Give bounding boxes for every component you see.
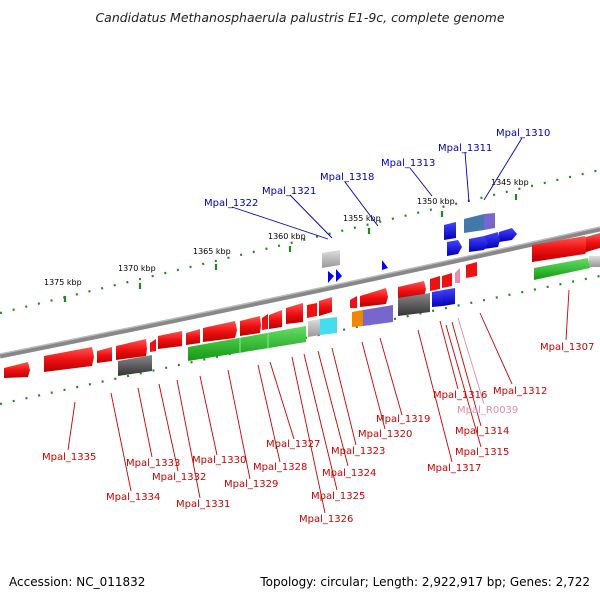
- label-mpal-1323: Mpal_1323: [331, 446, 385, 457]
- genome-title: Candidatus Methanosphaerula palustris E1…: [95, 10, 505, 25]
- label-mpal-1313: Mpal_1313: [381, 158, 435, 169]
- label-mpal-1312: Mpal_1312: [493, 386, 547, 397]
- label-mpal-1324: Mpal_1324: [322, 468, 376, 479]
- scale-label-1370: 1370 kbp: [118, 264, 156, 273]
- label-mpal-1335: Mpal_1335: [42, 452, 96, 463]
- label-mpal-1334: Mpal_1334: [106, 492, 160, 503]
- ruler-major-ticks: [63, 194, 518, 302]
- gene-1307-arrow: [532, 236, 590, 262]
- label-mpal-1321: Mpal_1321: [262, 186, 316, 197]
- label-mpal-1329: Mpal_1329: [224, 479, 278, 490]
- genome-backbone: [0, 226, 600, 359]
- label-mpal-1314: Mpal_1314: [455, 426, 509, 437]
- label-mpal-1333: Mpal_1333: [126, 458, 180, 469]
- label-mpal-1315: Mpal_1315: [455, 447, 509, 458]
- top-labels: Mpal_1322 Mpal_1321 Mpal_1318 Mpal_1313 …: [204, 128, 550, 209]
- label-mpal-1328: Mpal_1328: [253, 462, 307, 473]
- label-mpal-r0039: Mpal_R0039: [457, 405, 518, 416]
- label-mpal-1319: Mpal_1319: [376, 414, 430, 425]
- label-mpal-1332: Mpal_1332: [152, 472, 206, 483]
- accession-text: Accession: NC_011832: [9, 575, 146, 589]
- label-mpal-1311: Mpal_1311: [438, 143, 492, 154]
- label-mpal-1317: Mpal_1317: [427, 463, 481, 474]
- scale-label-1355: 1355 kbp: [343, 214, 381, 223]
- scale-label-1375: 1375 kbp: [44, 278, 82, 287]
- bottom-labels: Mpal_1335 Mpal_1334 Mpal_1333 Mpal_1332 …: [42, 342, 594, 525]
- label-mpal-1325: Mpal_1325: [311, 491, 365, 502]
- label-mpal-1310: Mpal_1310: [496, 128, 550, 139]
- label-mpal-1316: Mpal_1316: [433, 390, 487, 401]
- label-mpal-1326: Mpal_1326: [299, 514, 353, 525]
- label-mpal-1327: Mpal_1327: [266, 439, 320, 450]
- scale-labels: 1375 kbp 1370 kbp 1365 kbp 1360 kbp 1355…: [44, 178, 529, 287]
- label-mpal-1331: Mpal_1331: [176, 499, 230, 510]
- scale-label-1365: 1365 kbp: [193, 247, 231, 256]
- label-mpal-1318: Mpal_1318: [320, 172, 374, 183]
- label-mpal-1307: Mpal_1307: [540, 342, 594, 353]
- gene-green-1307: [534, 258, 590, 280]
- topology-summary: Topology: circular; Length: 2,922,917 bp…: [260, 575, 590, 589]
- bottom-callouts: [67, 289, 570, 514]
- label-mpal-1322: Mpal_1322: [204, 198, 258, 209]
- top-callouts: [231, 137, 523, 240]
- scale-label-1345: 1345 kbp: [491, 178, 529, 187]
- label-mpal-1330: Mpal_1330: [192, 455, 246, 466]
- scale-label-1360: 1360 kbp: [268, 232, 306, 241]
- scale-label-1350: 1350 kbp: [417, 197, 455, 206]
- label-mpal-1320: Mpal_1320: [358, 429, 412, 440]
- forward-genes: [4, 213, 600, 378]
